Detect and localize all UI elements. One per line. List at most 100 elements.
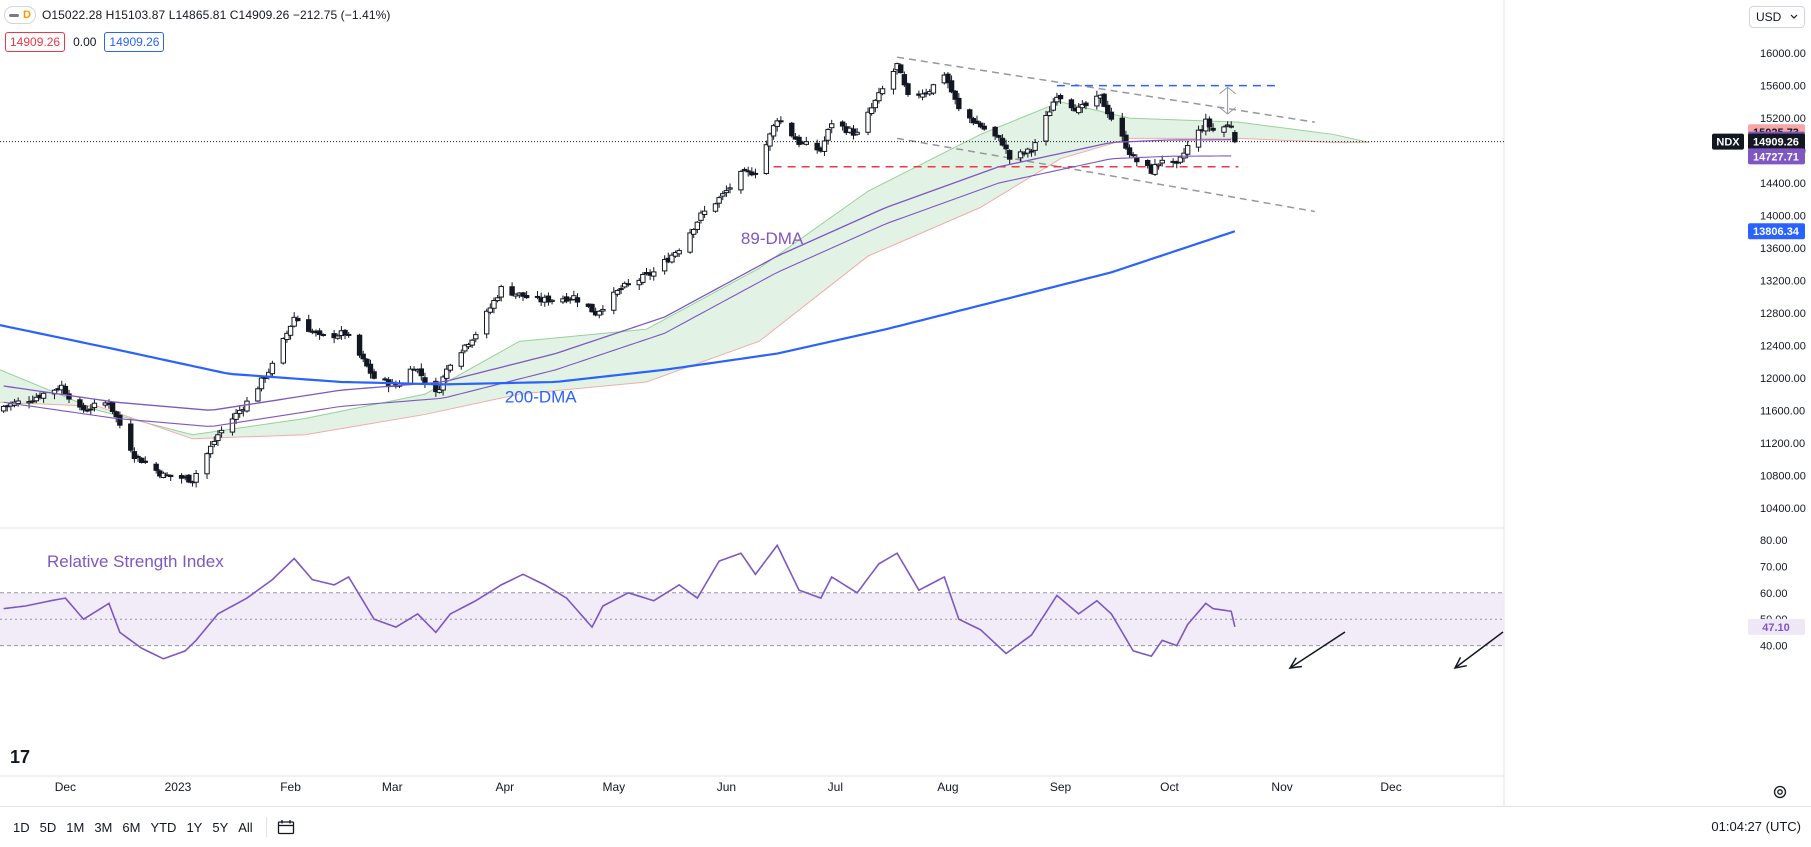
candle [360, 350, 366, 363]
candle-body [1119, 117, 1125, 137]
candle [1126, 144, 1133, 158]
range-ytd[interactable]: YTD [150, 819, 177, 835]
cloud-segment [868, 134, 981, 257]
buy-price-button[interactable]: 14909.26 [104, 32, 165, 52]
candle-body [1105, 104, 1111, 115]
candle-body [1221, 126, 1227, 133]
candle [1144, 159, 1151, 169]
candle-body [589, 303, 595, 313]
rsi-tick-label: 70.00 [1760, 561, 1788, 573]
range-1m[interactable]: 1M [66, 819, 85, 835]
interval-toggle[interactable]: D [4, 6, 36, 24]
range-5y[interactable]: 5Y [212, 819, 229, 835]
arrow-head-icon [1288, 657, 1302, 669]
candle-body [839, 121, 846, 127]
candle [545, 292, 552, 306]
time-tick-label: Aug [937, 780, 958, 794]
candle-body [433, 380, 439, 393]
range-all[interactable]: All [238, 819, 253, 835]
candle-body [1032, 142, 1038, 151]
candle-body [1050, 101, 1056, 111]
candle [720, 191, 726, 201]
ohlc-values: O15022.28 H15103.87 L14865.81 C14909.26 … [41, 8, 391, 22]
cloud-segment [759, 191, 869, 342]
arrow-head-icon [1453, 656, 1467, 670]
candle [233, 408, 239, 425]
candle [676, 248, 682, 258]
candle [767, 132, 773, 151]
candle [712, 202, 719, 213]
utc-clock[interactable]: 01:04:27 (UTC) [1711, 819, 1801, 834]
candle [1050, 98, 1056, 112]
candle [128, 418, 134, 453]
candle-body [444, 368, 450, 379]
candle [618, 284, 624, 295]
time-tick-label: Oct [1160, 780, 1179, 794]
candle-body [829, 123, 835, 129]
dma50-line [3, 155, 1232, 427]
candle-body [701, 210, 708, 215]
candle [589, 303, 595, 313]
range-6m[interactable]: 6M [122, 819, 141, 835]
range-3m[interactable]: 3M [94, 819, 113, 835]
candle-body [244, 400, 250, 412]
candle-body [520, 292, 526, 297]
chart-canvas[interactable]: 89-DMA200-DMA16000.0015600.0015200.00148… [0, 0, 1811, 806]
candle [1046, 106, 1053, 117]
price-tick-label: 13600.00 [1760, 243, 1806, 255]
range-5d[interactable]: 5D [39, 819, 57, 835]
candle [956, 93, 962, 112]
candle [135, 454, 141, 462]
currency-select[interactable]: USD [1749, 6, 1805, 28]
candle-body [371, 371, 377, 379]
candle-body [661, 258, 668, 272]
interval-label: D [23, 9, 31, 21]
candle [287, 325, 294, 340]
price-tick-label: 14400.00 [1760, 178, 1806, 190]
price-label-bg [1748, 133, 1805, 150]
candle-body [109, 401, 116, 413]
settings-gear-icon[interactable] [1772, 784, 1788, 800]
range-1d[interactable]: 1D [13, 819, 30, 835]
candle-body [138, 457, 145, 464]
candle-body [131, 451, 138, 460]
candle [1206, 116, 1213, 132]
candle [1159, 155, 1165, 167]
cloud-segment [424, 341, 520, 415]
candle [356, 333, 363, 358]
rsi-tick-label: 80.00 [1760, 535, 1788, 547]
candle-body [945, 73, 951, 84]
candle-body [436, 389, 443, 393]
candle [865, 107, 871, 136]
candle [596, 310, 602, 319]
candle [723, 185, 730, 197]
candle [487, 303, 494, 315]
candle [211, 436, 217, 448]
candle-body [33, 396, 40, 402]
candle-body [999, 137, 1006, 146]
candle [839, 120, 846, 131]
candle [661, 255, 668, 275]
candle [1155, 163, 1162, 170]
candle [207, 441, 214, 458]
candle [727, 183, 733, 194]
candle-body [193, 472, 199, 483]
price-tick-label: 12800.00 [1760, 308, 1806, 320]
sell-price-button[interactable]: 14909.26 [5, 32, 66, 52]
candle [295, 315, 301, 322]
candle [563, 293, 570, 304]
candle-body [712, 203, 719, 212]
candle [898, 63, 904, 74]
candle-body [117, 414, 123, 426]
candle-body [1144, 159, 1151, 166]
candle [316, 328, 323, 340]
candle [306, 314, 312, 333]
candle-body [1006, 150, 1013, 160]
calendar-icon[interactable] [275, 817, 297, 837]
candle [258, 377, 265, 392]
candle [473, 331, 479, 343]
price-label: 14727.71 [1753, 151, 1799, 163]
channel-line-2 [896, 137, 1315, 213]
range-1y[interactable]: 1Y [186, 819, 203, 835]
candle [436, 385, 443, 394]
